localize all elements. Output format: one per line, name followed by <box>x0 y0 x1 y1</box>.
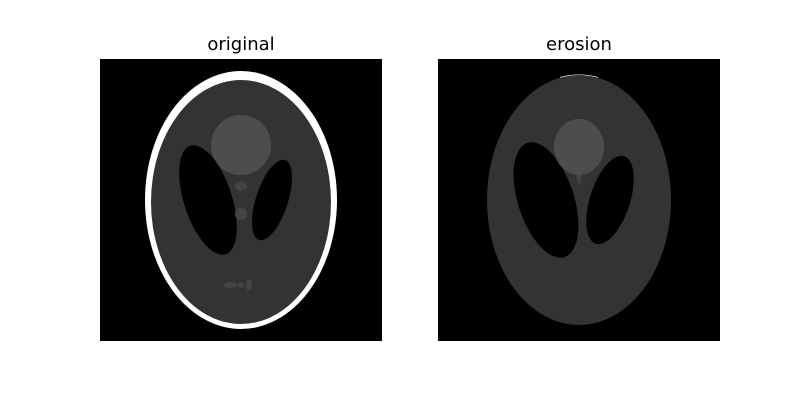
original-image <box>100 59 382 341</box>
original-left-ventricle <box>179 145 237 255</box>
original-small-lesion-5 <box>246 279 252 291</box>
erosion-right-ventricle <box>586 155 634 245</box>
original-top-lesion <box>211 115 271 175</box>
original-small-lesion-4 <box>238 282 244 288</box>
erosion-lesion-tail <box>576 175 582 187</box>
original-phantom-svg <box>100 59 382 341</box>
erosion-panel-title: erosion <box>546 34 612 55</box>
erosion-brain <box>487 75 671 325</box>
erosion-image <box>438 59 720 341</box>
original-small-lesion-3 <box>223 282 237 288</box>
original-right-ventricle <box>251 159 293 241</box>
erosion-left-ventricle <box>513 142 579 258</box>
erosion-phantom-svg <box>438 59 720 341</box>
original-small-lesion-2 <box>235 208 247 220</box>
original-panel-title: original <box>207 34 275 55</box>
original-brain <box>151 80 331 324</box>
erosion-top-lesion <box>554 119 604 175</box>
original-small-lesion-1 <box>235 181 247 191</box>
